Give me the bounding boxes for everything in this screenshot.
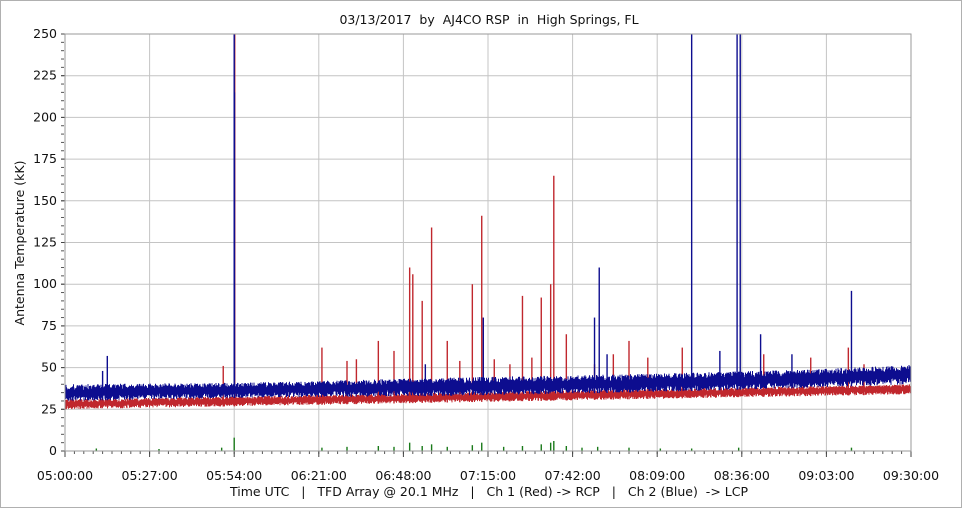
plot-border [64, 33, 912, 452]
y-tick-label: 50 [41, 360, 57, 375]
x-tick-label: 09:30:00 [883, 468, 939, 483]
x-tick-label: 05:00:00 [37, 468, 93, 483]
x-tick-labels: 05:00:00 05:27:00 05:54:00 06:21:00 06:48:00… [37, 468, 939, 483]
series-2 [64, 34, 912, 401]
x-axis-label: Time UTC | TFD Array @ 20.1 MHz | Ch 1 (… [229, 484, 748, 499]
chart-title: 03/13/2017 by AJ4CO RSP in High Springs,… [339, 12, 638, 27]
y-tick-label: 225 [33, 68, 57, 83]
series-layer [64, 34, 912, 451]
y-tick-label: 0 [49, 443, 57, 458]
series-3 [95, 437, 853, 451]
y-tick-label: 100 [33, 276, 57, 291]
y-axis-label: Antenna Temperature (kK) [12, 161, 27, 326]
x-tick-label: 09:03:00 [798, 468, 854, 483]
x-tick-label: 07:42:00 [545, 468, 601, 483]
x-tick-label: 07:15:00 [460, 468, 516, 483]
y-tick-label: 25 [41, 401, 57, 416]
y-tick-label: 125 [33, 235, 57, 250]
y-tick-label: 250 [33, 26, 57, 41]
y-tick-label: 200 [33, 109, 57, 124]
y-tick-label: 175 [33, 151, 57, 166]
x-tick-label: 06:48:00 [375, 468, 431, 483]
x-tick-label: 08:09:00 [629, 468, 685, 483]
y-tick-labels: 0 25 50 75 100 125 150 175 200 225 250 [33, 26, 57, 458]
x-tick-label: 05:54:00 [206, 468, 262, 483]
x-tick-label: 06:21:00 [291, 468, 347, 483]
y-tick-label: 75 [41, 318, 57, 333]
x-tick-label: 08:36:00 [714, 468, 770, 483]
x-tick-label: 05:27:00 [122, 468, 178, 483]
y-tick-label: 150 [33, 193, 57, 208]
